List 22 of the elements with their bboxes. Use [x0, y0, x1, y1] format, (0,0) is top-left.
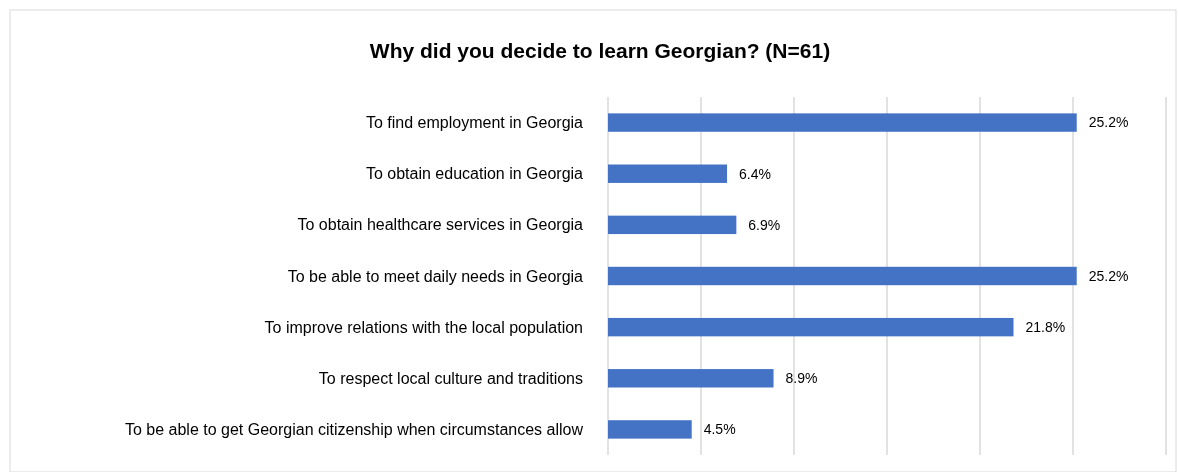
- bar: [608, 215, 737, 235]
- y-tick-label: To respect local culture and traditions: [318, 369, 583, 387]
- data-label: 6.4%: [739, 165, 771, 182]
- data-label: 21.8%: [1025, 319, 1066, 336]
- chart-title: Why did you decide to learn Georgian? (N=61): [369, 39, 831, 62]
- y-tick-label: To be able to meet daily needs in Georgia: [287, 267, 584, 285]
- bar: [608, 369, 774, 388]
- data-label: 4.5%: [703, 421, 736, 438]
- data-label: 25.2%: [1088, 114, 1129, 131]
- y-tick-label: To be able to get Georgian citizenship when circumstances allow: [124, 421, 584, 439]
- bar: [608, 420, 692, 439]
- bar: [608, 266, 1077, 286]
- bar: [608, 164, 728, 183]
- y-tick-label: To improve relations with the local population: [264, 318, 583, 336]
- bar: [608, 317, 1014, 337]
- y-tick-label: To obtain education in Georgia: [365, 165, 584, 183]
- y-tick-label: To obtain healthcare services in Georgia: [297, 216, 584, 234]
- data-label: 25.2%: [1088, 267, 1129, 284]
- y-tick-label: To find employment in Georgia: [366, 114, 584, 132]
- data-label: 8.9%: [785, 370, 818, 387]
- data-label: 6.9%: [748, 216, 781, 233]
- bar: [608, 113, 1077, 132]
